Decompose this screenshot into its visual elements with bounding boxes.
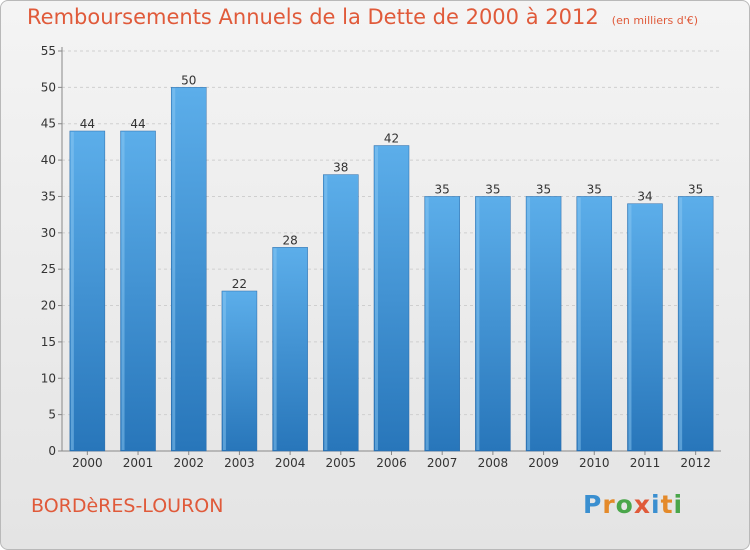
chart-title: Remboursements Annuels de la Dette de 20…	[27, 5, 599, 29]
bar-2003	[221, 290, 258, 452]
data-label: 22	[232, 277, 247, 291]
x-tick-label: 2001	[123, 456, 154, 470]
x-tick-label: 2006	[376, 456, 407, 470]
x-tick-label: 2003	[224, 456, 255, 470]
bar-2006	[373, 145, 410, 452]
bar-highlight	[527, 197, 531, 450]
x-tick-label: 2007	[427, 456, 458, 470]
bar-2012	[677, 196, 714, 452]
x-tick-label: 2004	[275, 456, 306, 470]
bar-highlight	[476, 197, 480, 450]
y-tick-label: 15	[41, 335, 56, 349]
bar-2010	[576, 196, 613, 452]
data-label: 35	[485, 182, 500, 196]
y-tick-label: 35	[41, 189, 56, 203]
data-label: 42	[384, 132, 399, 146]
data-label: 50	[181, 73, 196, 87]
y-tick-label: 45	[41, 117, 56, 131]
chart-subtitle: (en milliers d'€)	[611, 14, 699, 27]
bar-2008	[475, 196, 511, 452]
data-label: 35	[435, 182, 450, 196]
bar-2001	[120, 130, 156, 452]
y-tick-label: 25	[41, 262, 56, 276]
y-tick-label: 40	[41, 153, 56, 167]
x-tick-label: 2005	[326, 456, 357, 470]
bar-highlight	[324, 175, 328, 451]
x-tick-label: 2002	[173, 456, 204, 470]
bar-highlight	[679, 197, 683, 450]
bar-2002	[170, 87, 207, 452]
bar-highlight	[375, 146, 378, 450]
x-tick-label: 2010	[579, 456, 610, 470]
bar-highlight	[70, 132, 74, 450]
bar-highlight	[121, 132, 125, 450]
bar-2007	[424, 196, 460, 452]
y-tick-label: 5	[48, 408, 56, 422]
chart-title-row: Remboursements Annuels de la Dette de 20…	[27, 5, 698, 29]
data-label: 35	[688, 182, 703, 196]
bar-highlight	[172, 88, 176, 450]
x-tick-label: 2011	[630, 456, 661, 470]
x-tick-label: 2012	[680, 456, 711, 470]
y-tick-label: 10	[41, 371, 56, 385]
bar-2000	[69, 130, 106, 452]
bar-highlight	[273, 248, 277, 450]
commune-name: BORDèRES-LOURON	[31, 495, 224, 517]
y-tick-label: 20	[41, 299, 56, 313]
x-tick-label: 2000	[72, 456, 103, 470]
proxiti-logo[interactable]: Proxiti	[583, 490, 684, 519]
data-label: 38	[333, 161, 348, 175]
bar-highlight	[425, 197, 429, 450]
label-layer: 0 5 10 15 20 25 30 35 40 45 50 55 44 2000 44 2001 50 2002…	[41, 44, 711, 470]
data-label: 28	[282, 233, 297, 247]
bar-2009	[525, 196, 562, 452]
data-label: 44	[80, 117, 95, 131]
bar-highlight	[222, 292, 226, 450]
data-label: 35	[536, 182, 551, 196]
x-tick-label: 2009	[528, 456, 559, 470]
bar-2004	[272, 247, 308, 452]
bar-highlight	[577, 197, 581, 450]
y-tick-label: 0	[48, 444, 56, 458]
data-label: 44	[130, 117, 145, 131]
bar-highlight	[628, 204, 632, 450]
y-tick-label: 50	[41, 80, 56, 94]
data-label: 35	[587, 182, 602, 196]
bar-2011	[627, 203, 663, 452]
bar-2005	[323, 174, 359, 452]
x-tick-label: 2008	[478, 456, 509, 470]
data-label: 34	[637, 190, 652, 204]
y-tick-label: 55	[41, 44, 56, 58]
bar-layer	[69, 87, 714, 452]
y-tick-label: 30	[41, 226, 56, 240]
